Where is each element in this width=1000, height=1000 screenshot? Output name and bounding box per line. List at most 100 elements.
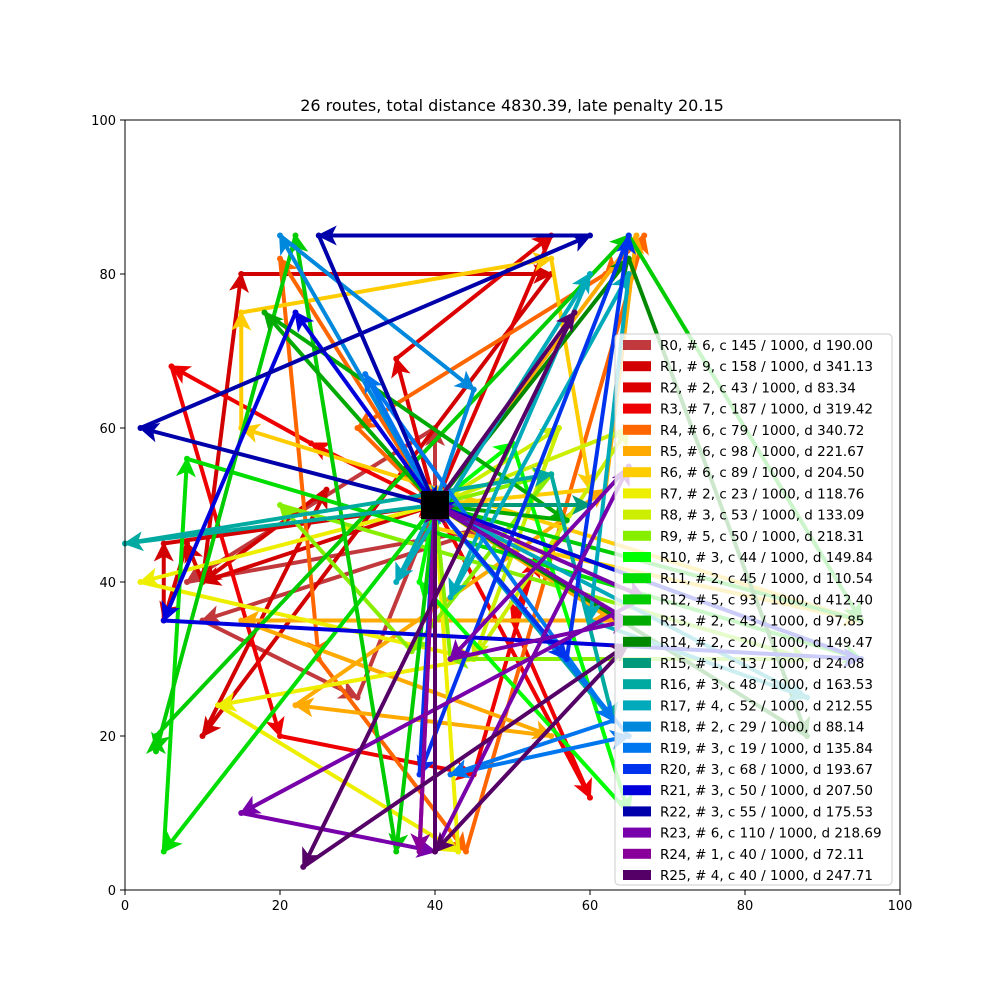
route-11-leg-0 — [161, 503, 437, 854]
route-24-stop-1 — [416, 848, 423, 855]
routes-layer — [122, 225, 865, 870]
route-3-leg-2 — [169, 364, 285, 738]
legend-label: R10, # 3, c 44 / 1000, d 149.84 — [660, 550, 873, 566]
route-1-stop-9 — [160, 540, 167, 547]
route-25-stop-4 — [432, 848, 438, 855]
route-12-leg-4 — [154, 233, 631, 738]
legend-swatch — [623, 424, 651, 435]
route-23-leg-5 — [448, 614, 631, 661]
x-tick-label: 20 — [272, 899, 289, 914]
route-8-stop-1 — [556, 425, 562, 431]
route-17-leg-3 — [448, 272, 631, 600]
y-axis: 0 20 40 60 80 100 — [91, 114, 125, 899]
legend-swatch — [623, 488, 651, 499]
route-12-stop-4 — [153, 733, 159, 739]
legend-swatch — [623, 827, 651, 838]
route-4-stop-3 — [463, 848, 469, 855]
legend-label: R24, # 1, c 40 / 1000, d 72.11 — [660, 847, 864, 863]
legend-label: R7, # 2, c 23 / 1000, d 118.76 — [660, 486, 864, 502]
legend-label: R4, # 6, c 79 / 1000, d 340.72 — [660, 423, 864, 439]
route-5-stop-3 — [548, 733, 555, 739]
legend-frame — [614, 333, 893, 886]
route-7-stop-4 — [455, 848, 462, 855]
route-0-stop-5 — [354, 694, 361, 701]
route-21-stop-1 — [292, 309, 299, 316]
legend-swatch — [623, 636, 651, 647]
route-1-stop-2 — [238, 271, 245, 277]
route-21-leg-0 — [293, 310, 437, 507]
legend-label: R8, # 3, c 53 / 1000, d 133.09 — [660, 508, 864, 524]
route-18-stop-2 — [470, 386, 477, 393]
route-17-stop-5 — [587, 617, 593, 624]
legend-swatch — [623, 806, 651, 817]
route-1-stop-7 — [184, 540, 190, 547]
route-2-stop-1 — [393, 355, 400, 362]
route-19-stop-3 — [447, 771, 454, 778]
legend-label: R14, # 2, c 20 / 1000, d 149.47 — [660, 635, 873, 651]
legend-label: R21, # 3, c 50 / 1000, d 207.50 — [660, 783, 873, 799]
legend-swatch — [623, 679, 651, 690]
x-tick-label: 40 — [427, 899, 444, 914]
route-11-leg-1 — [161, 456, 196, 854]
route-19-leg-1 — [363, 372, 616, 723]
route-8-leg-2 — [471, 426, 631, 661]
route-2-leg-1 — [394, 233, 554, 361]
legend-swatch — [623, 467, 651, 478]
route-10-stop-3 — [416, 579, 423, 585]
route-25-leg-0 — [433, 310, 577, 507]
legend-swatch — [623, 530, 651, 541]
route-17-stop-4 — [625, 271, 632, 277]
route-4-leg-2 — [316, 657, 468, 854]
x-tick-label: 80 — [737, 899, 754, 914]
route-6-leg-4 — [239, 251, 554, 315]
route-4-leg-5 — [355, 272, 608, 430]
y-tick-label: 80 — [99, 268, 116, 283]
route-5-stop-6 — [633, 232, 640, 239]
route-19-stop-1 — [362, 371, 369, 378]
route-23-stop-2 — [238, 810, 245, 816]
route-13-stop-1 — [261, 309, 268, 316]
route-9-stop-3 — [277, 502, 283, 508]
route-23-stop-5 — [447, 656, 454, 662]
legend-label: R12, # 5, c 93 / 1000, d 412.40 — [660, 592, 873, 608]
route-22-stop-1 — [137, 425, 144, 431]
route-4-stop-6 — [354, 425, 361, 431]
y-tick-label: 60 — [99, 422, 116, 437]
route-12-stop-2 — [292, 232, 299, 239]
route-25-stop-1 — [571, 309, 578, 316]
y-tick-label: 40 — [99, 576, 116, 591]
route-20-stop-1 — [563, 656, 570, 662]
route-18-stop-1 — [277, 232, 283, 239]
route-25-leg-2 — [301, 641, 631, 869]
legend-label: R13, # 2, c 43 / 1000, d 97.85 — [660, 614, 864, 630]
route-12-stop-1 — [393, 848, 400, 855]
route-7-stop-1 — [137, 579, 144, 585]
route-25-leg-3 — [433, 641, 631, 854]
route-8-leg-3 — [433, 426, 631, 508]
route-3-stop-3 — [277, 733, 283, 739]
route-13-leg-0 — [262, 310, 437, 507]
legend-label: R22, # 3, c 55 / 1000, d 175.53 — [660, 804, 873, 820]
route-0-leg-5 — [355, 503, 438, 700]
route-23 — [238, 463, 648, 858]
legend-label: R15, # 1, c 13 / 1000, d 24.08 — [660, 656, 864, 672]
legend-label: R18, # 2, c 29 / 1000, d 88.14 — [660, 720, 864, 736]
route-1-leg-6 — [184, 541, 205, 584]
route-22-leg-1 — [138, 233, 592, 430]
legend-swatch — [623, 785, 651, 796]
route-1-leg-0 — [200, 503, 437, 586]
route-16-leg-2 — [549, 472, 619, 723]
legend-label: R5, # 6, c 98 / 1000, d 221.67 — [660, 444, 864, 460]
y-tick-label: 0 — [108, 884, 116, 899]
route-6-stop-5 — [548, 255, 555, 262]
route-0-stop-2 — [184, 579, 190, 585]
route-22-stop-2 — [587, 232, 593, 239]
legend-label: R3, # 7, c 187 / 1000, d 319.42 — [660, 402, 873, 418]
route-5-stop-4 — [292, 702, 299, 709]
depot-marker — [421, 491, 449, 519]
route-1-stop-5 — [323, 486, 330, 493]
legend-label: R20, # 3, c 68 / 1000, d 193.67 — [660, 762, 873, 778]
x-tick-label: 0 — [121, 899, 129, 914]
chart-title: 26 routes, total distance 4830.39, late … — [300, 96, 724, 115]
